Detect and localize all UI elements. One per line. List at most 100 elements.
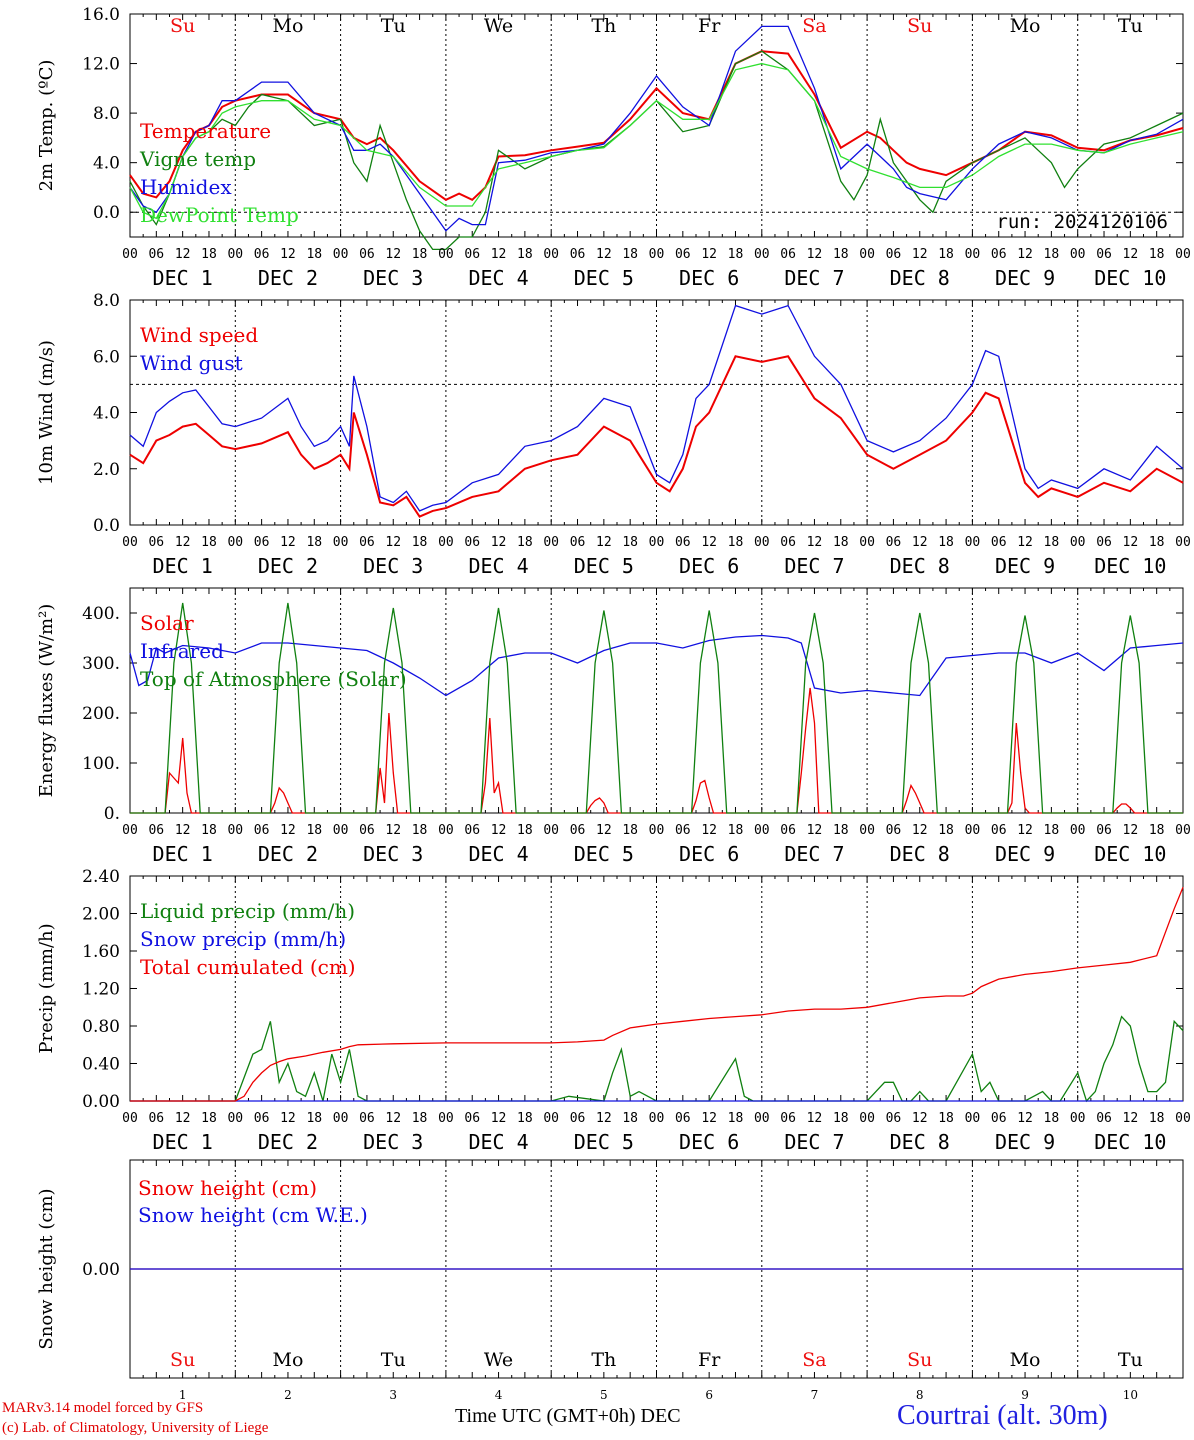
- hour-tick-label: 18: [1044, 823, 1060, 838]
- hour-tick-label: 00: [965, 535, 981, 550]
- hour-tick-label: 12: [385, 1111, 401, 1126]
- legend-entry: Infrared: [140, 639, 224, 663]
- date-label: DEC 8: [890, 554, 950, 578]
- hour-tick-label: 18: [938, 535, 954, 550]
- hour-tick-label: 18: [201, 1111, 217, 1126]
- hour-tick-label: 18: [728, 535, 744, 550]
- hour-tick-label: 00: [122, 247, 138, 262]
- day-number-label: 9: [1021, 1388, 1029, 1400]
- weekday-label: Fr: [698, 15, 721, 37]
- hour-tick-label: 00: [227, 535, 243, 550]
- hour-tick-label: 00: [543, 1111, 559, 1126]
- day-number-label: 3: [389, 1388, 397, 1400]
- hour-tick-label: 18: [833, 535, 849, 550]
- weekday-label: Mo: [1010, 1349, 1041, 1371]
- date-label: DEC 1: [153, 266, 213, 290]
- legend-entry: Snow precip (mm/h): [140, 927, 346, 951]
- hour-tick-label: 00: [122, 823, 138, 838]
- hour-tick-label: 12: [491, 1111, 507, 1126]
- hour-tick-label: 00: [649, 247, 665, 262]
- hour-tick-label: 06: [886, 247, 902, 262]
- hour-tick-label: 06: [886, 823, 902, 838]
- hour-tick-label: 12: [807, 1111, 823, 1126]
- hour-tick-label: 18: [517, 247, 533, 262]
- y-tick-label: 100.: [82, 754, 120, 774]
- hour-tick-label: 12: [912, 1111, 928, 1126]
- date-label: DEC 9: [995, 554, 1055, 578]
- date-label: DEC 3: [363, 842, 423, 866]
- y-axis-label: Snow height (cm): [36, 1188, 57, 1349]
- hour-tick-label: 00: [649, 1111, 665, 1126]
- hour-tick-label: 00: [438, 535, 454, 550]
- hour-tick-label: 12: [912, 535, 928, 550]
- day-number-label: 1: [179, 1388, 187, 1400]
- hour-tick-label: 06: [359, 823, 375, 838]
- hour-tick-label: 18: [201, 535, 217, 550]
- y-tick-label: 16.0: [82, 5, 120, 25]
- hour-tick-label: 00: [649, 823, 665, 838]
- hour-tick-label: 18: [412, 1111, 428, 1126]
- weekday-label: Th: [591, 1349, 616, 1371]
- series-line: [129, 634, 1184, 697]
- panel-3: [129, 587, 1184, 814]
- date-label: DEC 3: [363, 1130, 423, 1154]
- hour-tick-label: 18: [622, 1111, 638, 1126]
- date-label: DEC 8: [890, 266, 950, 290]
- date-label: DEC 1: [153, 554, 213, 578]
- y-axis-label: Precip (mm/h): [36, 923, 57, 1053]
- weekday-label: Su: [170, 1349, 195, 1371]
- date-label: DEC 8: [890, 1130, 950, 1154]
- hour-tick-label: 06: [359, 1111, 375, 1126]
- hour-tick-label: 00: [333, 1111, 349, 1126]
- weekday-label: Mo: [272, 15, 303, 37]
- weekday-label: Sa: [802, 15, 826, 37]
- hour-tick-label: 00: [438, 823, 454, 838]
- panel-2: [129, 299, 1184, 526]
- date-label: DEC 10: [1094, 266, 1166, 290]
- hour-tick-label: 06: [359, 535, 375, 550]
- y-tick-label: 8.0: [93, 104, 120, 124]
- date-label: DEC 5: [574, 1130, 634, 1154]
- legend-entry: Snow height (cm): [138, 1176, 317, 1200]
- hour-tick-label: 00: [227, 1111, 243, 1126]
- y-tick-label: 0.0: [93, 516, 120, 536]
- hour-tick-label: 12: [807, 535, 823, 550]
- date-label: DEC 6: [679, 554, 739, 578]
- day-number-label: 2: [284, 1388, 292, 1400]
- legend-entry: Wind speed: [140, 323, 258, 347]
- weekday-label: Fr: [698, 1349, 721, 1371]
- hour-tick-label: 18: [728, 823, 744, 838]
- y-tick-label: 0.80: [82, 1017, 120, 1037]
- panel-5: [129, 1159, 1184, 1379]
- hour-tick-label: 06: [148, 1111, 164, 1126]
- hour-tick-label: 06: [780, 1111, 796, 1126]
- y-tick-label: 4.0: [93, 154, 120, 174]
- date-label: DEC 2: [258, 266, 318, 290]
- hour-tick-label: 18: [833, 823, 849, 838]
- hour-tick-label: 00: [122, 1111, 138, 1126]
- day-number-label: 8: [916, 1388, 924, 1400]
- hour-tick-label: 06: [254, 1111, 270, 1126]
- hour-tick-label: 18: [833, 247, 849, 262]
- hour-tick-label: 00: [543, 247, 559, 262]
- series-line: [130, 1015, 1184, 1103]
- hour-tick-label: 12: [596, 247, 612, 262]
- series-line: [129, 355, 1184, 518]
- legend-entry: DewPoint Temp: [140, 203, 299, 227]
- weekday-label: Tu: [1118, 15, 1143, 37]
- hour-tick-label: 00: [227, 823, 243, 838]
- day-number-label: 5: [600, 1388, 608, 1400]
- hour-tick-label: 12: [912, 823, 928, 838]
- date-label: DEC 5: [574, 842, 634, 866]
- hour-tick-label: 12: [175, 1111, 191, 1126]
- hour-tick-label: 06: [886, 535, 902, 550]
- hour-tick-label: 00: [1175, 1111, 1191, 1126]
- y-tick-label: 2.40: [82, 867, 120, 887]
- day-number-label: 6: [705, 1388, 713, 1400]
- hour-tick-label: 06: [675, 1111, 691, 1126]
- weekday-label: Su: [907, 1349, 932, 1371]
- hour-tick-label: 12: [1017, 823, 1033, 838]
- hour-tick-label: 12: [175, 535, 191, 550]
- legend-entry: Total cumulated (cm): [140, 955, 356, 979]
- hour-tick-label: 18: [517, 535, 533, 550]
